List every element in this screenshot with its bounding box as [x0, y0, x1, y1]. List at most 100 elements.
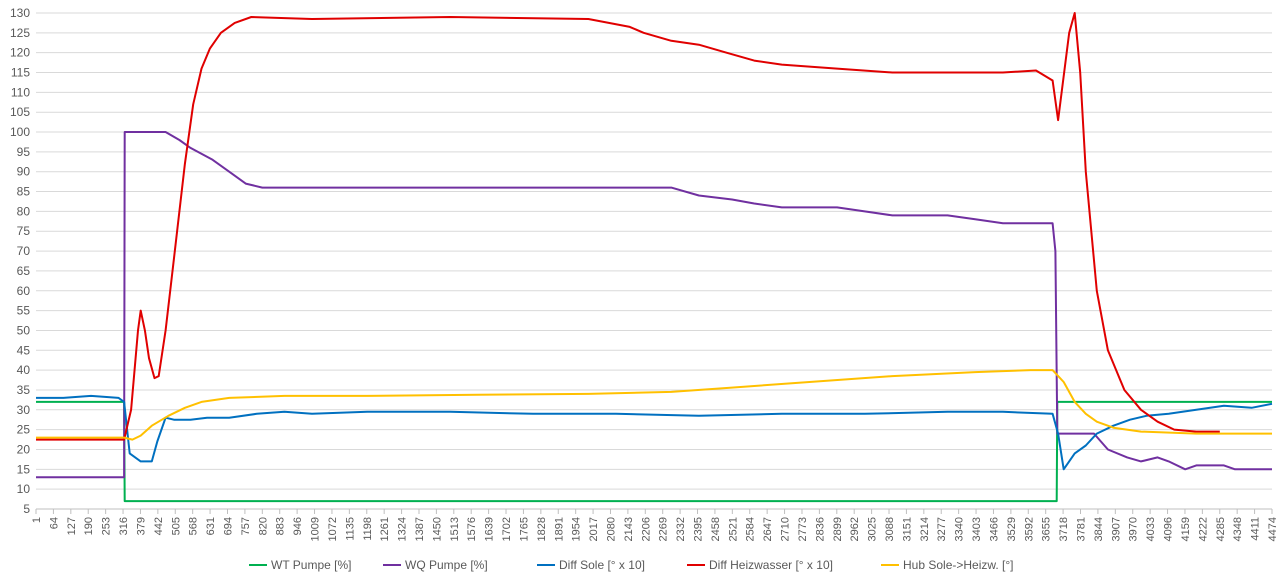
x-tick-label: 4222: [1197, 517, 1209, 541]
y-tick-label: 65: [17, 264, 31, 278]
x-tick-label: 1324: [397, 517, 409, 541]
y-tick-label: 60: [17, 284, 31, 298]
x-tick-label: 2899: [832, 517, 844, 541]
y-tick-label: 35: [17, 383, 31, 397]
series-line-3: [36, 394, 1273, 471]
x-tick-label: 2143: [623, 517, 635, 541]
y-tick-label: 110: [11, 85, 30, 99]
x-tick-label: 820: [257, 517, 269, 535]
x-tick-label: 3844: [1093, 517, 1105, 541]
x-tick-label: 3025: [867, 517, 879, 541]
x-tick-label: 1387: [414, 517, 426, 541]
x-tick-label: 2773: [797, 517, 809, 541]
y-tick-label: 45: [17, 343, 31, 357]
x-tick-label: 1828: [536, 517, 548, 541]
x-tick-label: 3781: [1076, 517, 1088, 541]
x-tick-label: 4096: [1163, 517, 1175, 541]
legend-label: Diff Heizwasser [° x 10]: [709, 558, 833, 572]
x-tick-label: 316: [118, 517, 130, 535]
x-tick-label: 2836: [814, 517, 826, 541]
y-tick-label: 130: [10, 6, 30, 20]
y-tick-label: 125: [10, 26, 30, 40]
y-tick-label: 120: [10, 46, 30, 60]
x-tick-label: 2647: [762, 517, 774, 541]
legend: WT Pumpe [%] WQ Pumpe [%] Diff Sole [° x 1…: [249, 558, 1014, 572]
y-tick-label: 85: [17, 185, 31, 199]
x-tick-label: 4033: [1145, 517, 1157, 541]
x-tick-label: 2206: [640, 517, 652, 541]
x-tick-label: 1765: [518, 517, 530, 541]
x-tick-label: 2017: [588, 517, 600, 541]
y-tick-label: 50: [17, 323, 31, 337]
series-lines: [36, 12, 1273, 503]
x-tick-label: 3340: [954, 517, 966, 541]
x-tick-label: 4285: [1215, 517, 1227, 541]
x-tick-label: 379: [135, 517, 147, 535]
y-tick-label: 80: [17, 204, 31, 218]
legend-label: Diff Sole [° x 10]: [559, 558, 645, 572]
series-line-4: [36, 12, 1220, 441]
y-tick-label: 70: [17, 244, 31, 258]
x-tick-label: 2710: [780, 517, 792, 541]
x-tick-label: 505: [170, 517, 182, 535]
x-tick-label: 1135: [344, 517, 356, 541]
x-tick-label: 1072: [327, 517, 339, 541]
y-tick-label: 55: [17, 304, 31, 318]
x-tick-label: 2521: [727, 517, 739, 541]
x-tick-label: 3970: [1128, 517, 1140, 541]
x-tick-label: 3907: [1110, 517, 1122, 541]
legend-label: WT Pumpe [%]: [271, 558, 351, 572]
x-tick-label: 3655: [1041, 517, 1053, 541]
x-tick-label: 3718: [1058, 517, 1070, 541]
x-tick-label: 1639: [484, 517, 496, 541]
x-tick-label: 3151: [901, 517, 913, 541]
y-tick-label: 40: [17, 363, 31, 377]
x-tick-label: 1198: [362, 517, 374, 541]
x-tick-label: 1954: [571, 517, 583, 541]
x-tick-label: 2332: [675, 517, 687, 541]
x-tick-label: 3592: [1023, 517, 1035, 541]
x-tick-label: 127: [66, 517, 78, 535]
x-tick-label: 253: [101, 517, 113, 535]
x-tick-label: 1: [31, 517, 43, 523]
x-tick-label: 757: [240, 517, 252, 535]
x-tick-label: 2962: [849, 517, 861, 541]
x-tick-label: 631: [205, 517, 217, 535]
x-tick-label: 2584: [745, 517, 757, 541]
x-tick-label: 4348: [1232, 517, 1244, 541]
x-tick-label: 64: [48, 517, 60, 529]
series-line-5: [36, 369, 1272, 441]
series-line-2: [36, 131, 1272, 479]
y-tick-label: 90: [17, 165, 31, 179]
y-tick-label: 105: [10, 105, 30, 119]
y-axis: 5 10 15 20 25 30 35 40 45 50 55 60 65 70 75 80 85 90 95 100…: [10, 6, 30, 516]
x-tick-label: 3214: [919, 517, 931, 541]
legend-label: WQ Pumpe [%]: [405, 558, 488, 572]
x-tick-label: 568: [188, 517, 200, 535]
x-tick-label: 946: [292, 517, 304, 535]
x-tick-label: 4159: [1180, 517, 1192, 541]
x-axis: 1 64 127 190 253 316 379 442 505 568 631 694 757 820 8…: [31, 508, 1279, 541]
x-tick-label: 3088: [884, 517, 896, 541]
gridlines: [36, 12, 1272, 510]
x-tick-label: 694: [222, 517, 234, 535]
y-tick-label: 30: [17, 403, 31, 417]
x-tick-label: 2269: [658, 517, 670, 541]
x-tick-label: 1261: [379, 517, 391, 541]
series-line-1: [36, 400, 1272, 503]
legend-label: Hub Sole->Heizw. [°]: [903, 558, 1014, 572]
x-tick-label: 3466: [988, 517, 1000, 541]
y-tick-label: 15: [17, 462, 31, 476]
y-tick-label: 25: [17, 423, 31, 437]
x-tick-label: 1513: [449, 517, 461, 541]
y-tick-label: 100: [10, 125, 30, 139]
x-tick-label: 2080: [605, 517, 617, 541]
x-tick-label: 883: [275, 517, 287, 535]
x-tick-label: 1702: [501, 517, 513, 541]
y-tick-label: 95: [17, 145, 31, 159]
x-tick-label: 3403: [971, 517, 983, 541]
x-tick-label: 4411: [1250, 517, 1262, 541]
y-tick-label: 20: [17, 442, 31, 456]
x-tick-label: 3529: [1006, 517, 1018, 541]
